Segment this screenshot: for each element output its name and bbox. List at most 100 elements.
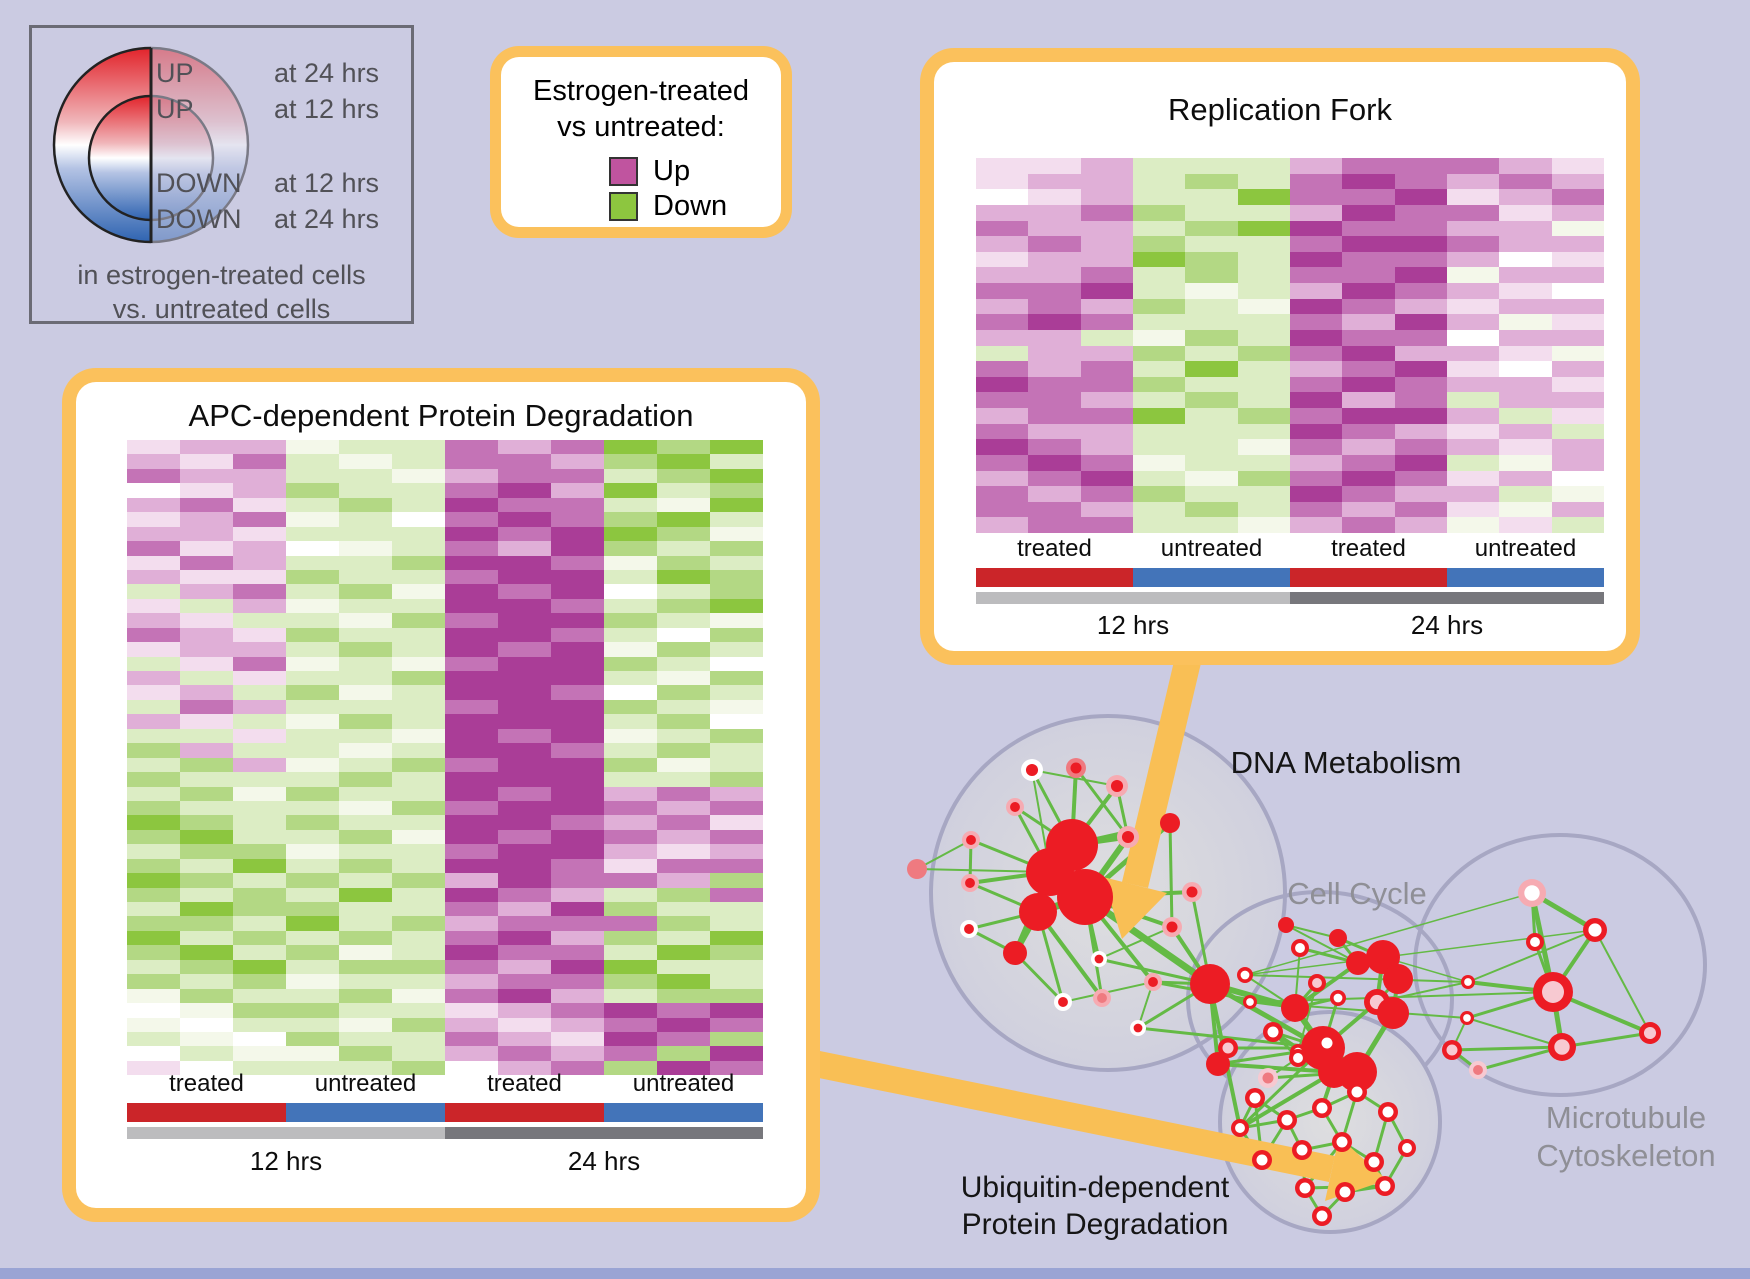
heatmap-cell bbox=[233, 526, 286, 542]
legend-up-24: UP bbox=[156, 58, 194, 88]
treatment-bar-segment bbox=[127, 1103, 286, 1122]
heatmap-cell bbox=[498, 815, 551, 830]
heatmap-cell bbox=[657, 685, 710, 700]
heatmap-cell bbox=[551, 671, 604, 686]
heatmap-cell bbox=[657, 613, 710, 628]
heatmap-cell bbox=[710, 685, 763, 700]
treatment-bar-segment bbox=[976, 568, 1133, 587]
heatmap-cell bbox=[1185, 439, 1238, 455]
heatmap-cell bbox=[1342, 314, 1395, 330]
heatmap-cell bbox=[127, 468, 180, 484]
heatmap-cell bbox=[445, 671, 498, 686]
network-edge bbox=[1244, 974, 1469, 983]
gene-node bbox=[1318, 1056, 1350, 1088]
heatmap-row bbox=[127, 454, 763, 469]
heatmap-cell bbox=[498, 873, 551, 888]
cluster-label-ubiquitin-protein-degradation: Ubiquitin-dependent Protein Degradation bbox=[961, 1169, 1230, 1243]
heatmap-cell bbox=[604, 598, 657, 614]
heatmap-cell bbox=[604, 844, 657, 859]
heatmap-cell bbox=[551, 887, 604, 902]
heatmap-cell bbox=[551, 916, 604, 931]
gene-node-core bbox=[1321, 1037, 1333, 1049]
heatmap-cell bbox=[1028, 283, 1081, 299]
heatmap-cell bbox=[286, 699, 339, 715]
rf-treatment-bars bbox=[976, 568, 1604, 587]
heatmap-cell bbox=[445, 627, 498, 643]
heatmap-cell bbox=[604, 555, 657, 570]
heatmap-cell bbox=[339, 728, 392, 744]
heatmap-cell bbox=[710, 440, 763, 455]
heatmap-cell bbox=[127, 974, 180, 989]
heatmap-cell bbox=[339, 858, 392, 874]
heatmap-cell bbox=[657, 569, 710, 585]
heatmap-cell bbox=[392, 743, 445, 758]
heatmap-cell bbox=[551, 440, 604, 455]
gene-node-core bbox=[1186, 886, 1198, 898]
heatmap-cell bbox=[1446, 251, 1500, 268]
heatmap-cell bbox=[657, 497, 710, 513]
heatmap-cell bbox=[551, 873, 604, 888]
heatmap-cell bbox=[392, 728, 445, 744]
gene-node-core bbox=[1554, 1039, 1570, 1055]
heatmap-cell bbox=[1237, 204, 1290, 221]
heatmap-cell bbox=[339, 829, 392, 845]
heatmap-cell bbox=[657, 959, 710, 975]
heatmap-cell bbox=[710, 858, 763, 874]
heatmap-cell bbox=[551, 656, 604, 671]
heatmap-cell bbox=[498, 454, 551, 469]
heatmap-cell bbox=[180, 613, 233, 628]
heatmap-cell bbox=[604, 800, 657, 816]
heatmap-cell bbox=[1028, 376, 1081, 393]
heatmap-cell bbox=[445, 440, 498, 455]
heatmap-cell bbox=[657, 757, 710, 773]
column-group-label: treated bbox=[1331, 535, 1406, 562]
heatmap-cell bbox=[445, 555, 498, 570]
apc-column-group-labels: treated untreated treated untreated bbox=[127, 1070, 763, 1098]
heatmap-cell bbox=[604, 858, 657, 874]
heatmap-cell bbox=[1394, 501, 1447, 518]
heatmap-cell bbox=[710, 1060, 763, 1076]
heatmap-cell bbox=[1028, 345, 1081, 362]
heatmap-row bbox=[127, 483, 763, 498]
heatmap-cell bbox=[392, 714, 445, 729]
heatmap-cell bbox=[286, 512, 339, 527]
heatmap-cell bbox=[286, 671, 339, 686]
heatmap-cell bbox=[498, 541, 551, 556]
heatmap-cell bbox=[127, 786, 180, 801]
heatmap-cell bbox=[976, 501, 1029, 518]
heatmap-cell bbox=[180, 945, 233, 960]
column-group-label: treated bbox=[169, 1070, 244, 1097]
estrogen-legend-title-line1: Estrogen-treated bbox=[532, 75, 749, 107]
heatmap-cell bbox=[233, 541, 286, 556]
time-group-label: 24 hrs bbox=[567, 1146, 641, 1176]
heatmap-cell bbox=[498, 974, 551, 989]
heatmap-row bbox=[127, 541, 763, 556]
heatmap-cell bbox=[657, 815, 710, 830]
heatmap-cell bbox=[286, 1017, 339, 1032]
heatmap-cell bbox=[498, 902, 551, 917]
heatmap-cell bbox=[339, 671, 392, 686]
heatmap-cell bbox=[976, 267, 1029, 283]
apc-heatmap-panel: APC-dependent Protein Degradation treate… bbox=[76, 382, 806, 1208]
heatmap-cell bbox=[1289, 486, 1343, 502]
heatmap-cell bbox=[1342, 158, 1395, 174]
gene-node-core bbox=[1336, 1136, 1348, 1148]
heatmap-cell bbox=[445, 685, 498, 700]
heatmap-cell bbox=[1499, 298, 1552, 315]
heatmap-cell bbox=[1132, 314, 1186, 330]
heatmap-cell bbox=[604, 627, 657, 643]
heatmap-cell bbox=[339, 541, 392, 556]
heatmap-cell bbox=[339, 656, 392, 671]
heatmap-cell bbox=[1028, 298, 1081, 315]
heatmap-cell bbox=[286, 1046, 339, 1061]
heatmap-cell bbox=[710, 930, 763, 946]
gene-node-core bbox=[1643, 1026, 1657, 1040]
heatmap-cell bbox=[1185, 470, 1238, 487]
heatmap-cell bbox=[127, 512, 180, 527]
heatmap-cell bbox=[710, 728, 763, 744]
heatmap-cell bbox=[286, 584, 339, 599]
network-edge bbox=[1244, 892, 1533, 976]
heatmap-cell bbox=[1499, 189, 1552, 205]
heatmap-cell bbox=[1499, 314, 1552, 330]
heatmap-cell bbox=[710, 483, 763, 498]
